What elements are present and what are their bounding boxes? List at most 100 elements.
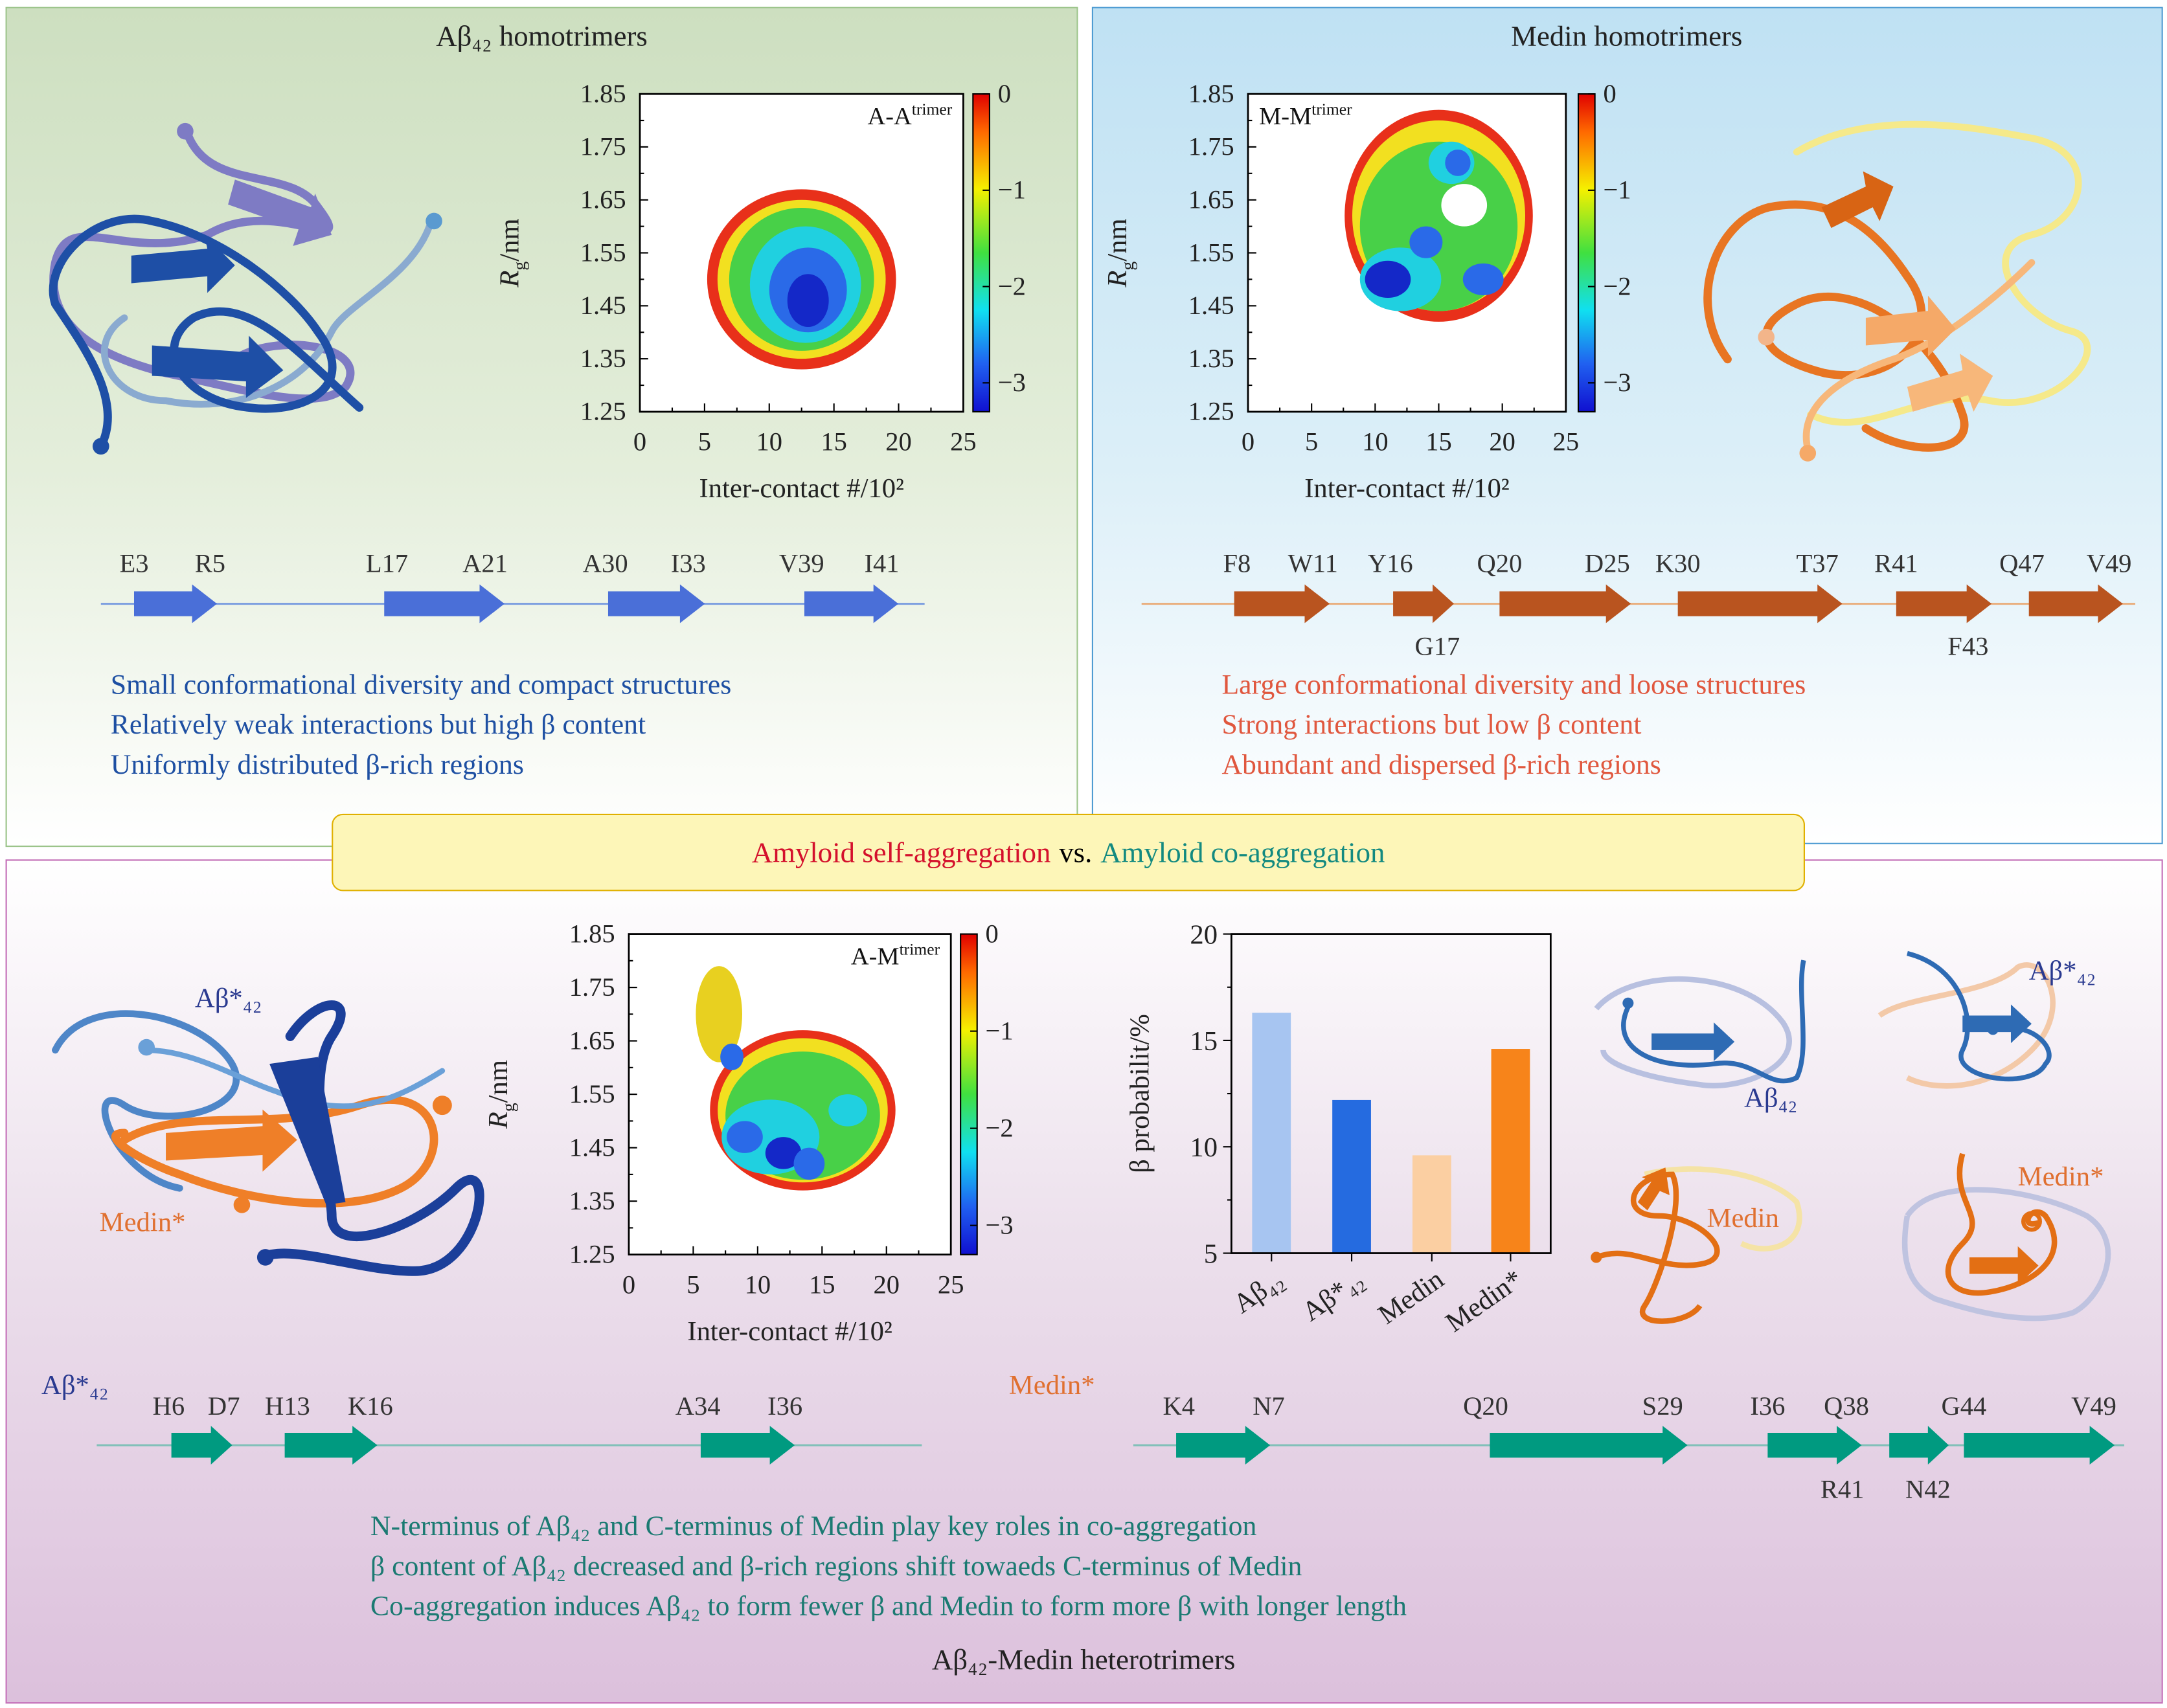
residue-label: A21	[462, 548, 508, 578]
residue-label: T37	[1797, 548, 1839, 578]
annotation-text: M-M	[1259, 103, 1311, 130]
heatmap-a-a: 1.25 1.35 1.45 1.55 1.65 1.75 1.85 0 5 10 15 20 25 In…	[494, 79, 1026, 504]
x-tick-label: 25	[950, 427, 977, 456]
y-tick-label: 1.25	[569, 1239, 615, 1268]
y-tick-label: 1.45	[569, 1132, 615, 1162]
x-tick-label: 0	[622, 1270, 635, 1299]
colorbar-tick-label: −2	[1603, 271, 1631, 300]
description-line: Uniformly distributed β-rich regions	[110, 750, 524, 781]
colorbar-tick-label: −1	[1603, 175, 1631, 205]
y-tick-label: 15	[1190, 1026, 1218, 1057]
beta-strand-arrow	[2028, 584, 2123, 624]
density-region	[793, 1147, 825, 1180]
residue-label: V49	[2071, 1391, 2116, 1421]
annotation-text: A-M	[851, 943, 900, 971]
y-axis-label: β probabilit/%	[1124, 1014, 1155, 1173]
abeta-star-sequence-name: Aβ*₄₂	[41, 1370, 109, 1401]
small-medin-structure	[1591, 1166, 1802, 1324]
medin-descriptions: Large conformational diversity and loose…	[1221, 666, 1806, 787]
colorbar-tick-label: 0	[986, 919, 999, 948]
density-region	[1441, 184, 1488, 227]
beta-strand-arrow	[1234, 584, 1330, 624]
y-tick-label: 1.75	[569, 972, 615, 1002]
sequence-map: F8 W11 Y16 Q20 D25 K30 T37 R41 Q47 V49 G17 F43	[1141, 548, 2136, 661]
x-tick-label: Aβ*₄₂	[1297, 1264, 1369, 1327]
sequence-map: K4 N7 Q20 S29 I36 Q38 G44 V49 R41 N42	[1133, 1391, 2124, 1503]
description-line: Large conformational diversity and loose…	[1221, 669, 1806, 701]
residue-label: R5	[195, 548, 225, 578]
y-tick-label: 1.45	[580, 291, 626, 320]
residue-label: K4	[1163, 1391, 1196, 1421]
heatmap-m-m: 1.25 1.35 1.45 1.55 1.65 1.75 1.85 0 5 10 15 20 25 In…	[1102, 79, 1631, 504]
residue-label: D7	[208, 1391, 240, 1421]
y-tick-label: 10	[1190, 1132, 1218, 1163]
versus-label: vs.	[1059, 835, 1093, 869]
residue-label: W11	[1288, 548, 1338, 578]
y-axis-label: Rg/nm	[1102, 218, 1138, 287]
y-tick-label: 1.45	[1188, 291, 1234, 320]
y-label-unit: /nm	[483, 1060, 514, 1103]
colorbar	[960, 933, 978, 1255]
medin-star-sequence-name: Medin*	[1008, 1370, 1095, 1401]
x-tick-label: 25	[1553, 427, 1580, 456]
y-tick-label: 1.85	[569, 919, 615, 948]
beta-strand-arrow	[384, 584, 505, 624]
structure-label: Medin	[1707, 1203, 1779, 1234]
x-tick-label: 5	[1305, 427, 1318, 456]
bar-3	[1491, 1049, 1530, 1253]
residue-label: G44	[1942, 1391, 1987, 1421]
small-medin-star-structure	[1901, 1152, 2111, 1321]
annotation-superscript: trimer	[912, 100, 953, 118]
y-label-unit: /nm	[494, 218, 525, 261]
x-tick-label: Aβ₄₂	[1228, 1264, 1289, 1320]
y-label-symbol: R	[494, 271, 525, 288]
abeta-trimer-structure	[49, 122, 442, 455]
beta-strand-arrow	[1490, 1426, 1688, 1465]
y-tick-label: 1.75	[580, 132, 626, 161]
beta-strand-arrow	[1499, 584, 1631, 624]
x-tick-label: 15	[809, 1270, 835, 1299]
residue-label: N42	[1905, 1474, 1951, 1503]
annotation-superscript: trimer	[900, 940, 940, 959]
residue-label: K30	[1655, 548, 1701, 578]
medin-panel-title: Medin homotrimers	[1511, 19, 1743, 53]
density-region	[696, 966, 742, 1062]
y-label-subscript: g	[1118, 262, 1138, 271]
x-tick-label: 5	[698, 427, 711, 456]
y-axis-label: Rg/nm	[494, 218, 530, 287]
beta-strand-arrow	[1176, 1426, 1271, 1465]
colorbar-tick-label: −1	[986, 1016, 1014, 1045]
residue-label: L17	[366, 548, 408, 578]
x-tick-label: 25	[938, 1270, 964, 1299]
y-tick-label: 1.65	[580, 185, 626, 214]
hetero-panel-title: Aβ₄₂-Medin heterotrimers	[931, 1643, 1236, 1676]
y-tick-label: 20	[1190, 920, 1218, 950]
heterotrimer-structure	[52, 1000, 484, 1276]
y-label-symbol: R	[1102, 271, 1133, 288]
residue-label: R41	[1821, 1474, 1865, 1503]
residue-label: Q20	[1477, 548, 1522, 578]
hetero-descriptions: N-terminus of Aβ₄₂ and C-terminus of Med…	[370, 1507, 1407, 1628]
annotation-text: A-A	[868, 103, 913, 130]
x-tick-label: 20	[1489, 427, 1515, 456]
plot-annotation: A-Mtrimer	[851, 940, 940, 971]
y-tick-label: 1.65	[569, 1026, 615, 1055]
density-region	[1445, 150, 1471, 176]
x-tick-label: 10	[756, 427, 783, 456]
colorbar-tick-label: −3	[998, 368, 1026, 397]
y-tick-label: 1.25	[1188, 397, 1234, 426]
density-region	[765, 1137, 802, 1169]
density-region	[1462, 263, 1504, 295]
y-tick-label: 1.35	[580, 344, 626, 373]
plot-annotation: M-Mtrimer	[1259, 100, 1352, 130]
description-line: Small conformational diversity and compa…	[110, 669, 732, 701]
residue-label: F43	[1947, 632, 1988, 661]
x-axis-label: Inter-contact #/10²	[687, 1316, 892, 1347]
structure-label: Medin*	[2017, 1162, 2104, 1193]
beta-strand-arrow	[171, 1426, 233, 1465]
sequence-maps: E3 R5 L17 A21 A30 I33 V39 I41 F8 W11 Y16 Q20 D25 K30 T…	[96, 548, 2136, 1503]
residue-label: V49	[2087, 548, 2132, 578]
plot-annotation: A-Atrimer	[868, 100, 953, 130]
residue-label: I36	[767, 1391, 802, 1421]
